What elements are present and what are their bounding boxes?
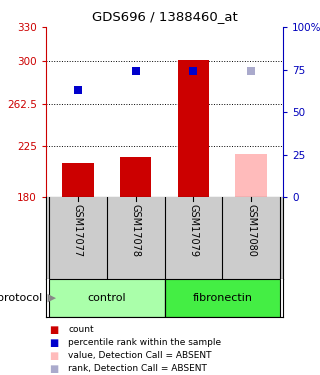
Text: value, Detection Call = ABSENT: value, Detection Call = ABSENT <box>68 351 212 360</box>
Text: count: count <box>68 326 94 334</box>
Bar <box>235 154 267 197</box>
Text: rank, Detection Call = ABSENT: rank, Detection Call = ABSENT <box>68 364 207 373</box>
Text: ■: ■ <box>49 351 59 361</box>
Text: percentile rank within the sample: percentile rank within the sample <box>68 338 221 347</box>
Text: ■: ■ <box>49 325 59 335</box>
Bar <box>49 279 164 317</box>
Title: GDS696 / 1388460_at: GDS696 / 1388460_at <box>92 10 237 23</box>
Bar <box>178 60 209 197</box>
Text: GSM17079: GSM17079 <box>188 204 198 257</box>
Text: ▶: ▶ <box>44 293 56 303</box>
Bar <box>164 279 280 317</box>
Text: protocol: protocol <box>0 293 42 303</box>
Point <box>249 68 254 74</box>
Point <box>191 68 196 74</box>
Text: GSM17080: GSM17080 <box>246 204 256 257</box>
Text: control: control <box>87 293 126 303</box>
Text: ■: ■ <box>49 363 59 374</box>
Text: GSM17078: GSM17078 <box>131 204 140 257</box>
Bar <box>62 163 94 197</box>
Text: fibronectin: fibronectin <box>192 293 252 303</box>
Point <box>133 68 138 74</box>
Bar <box>120 158 151 197</box>
Point <box>75 87 80 93</box>
Text: GSM17077: GSM17077 <box>73 204 83 257</box>
Text: ■: ■ <box>49 338 59 348</box>
